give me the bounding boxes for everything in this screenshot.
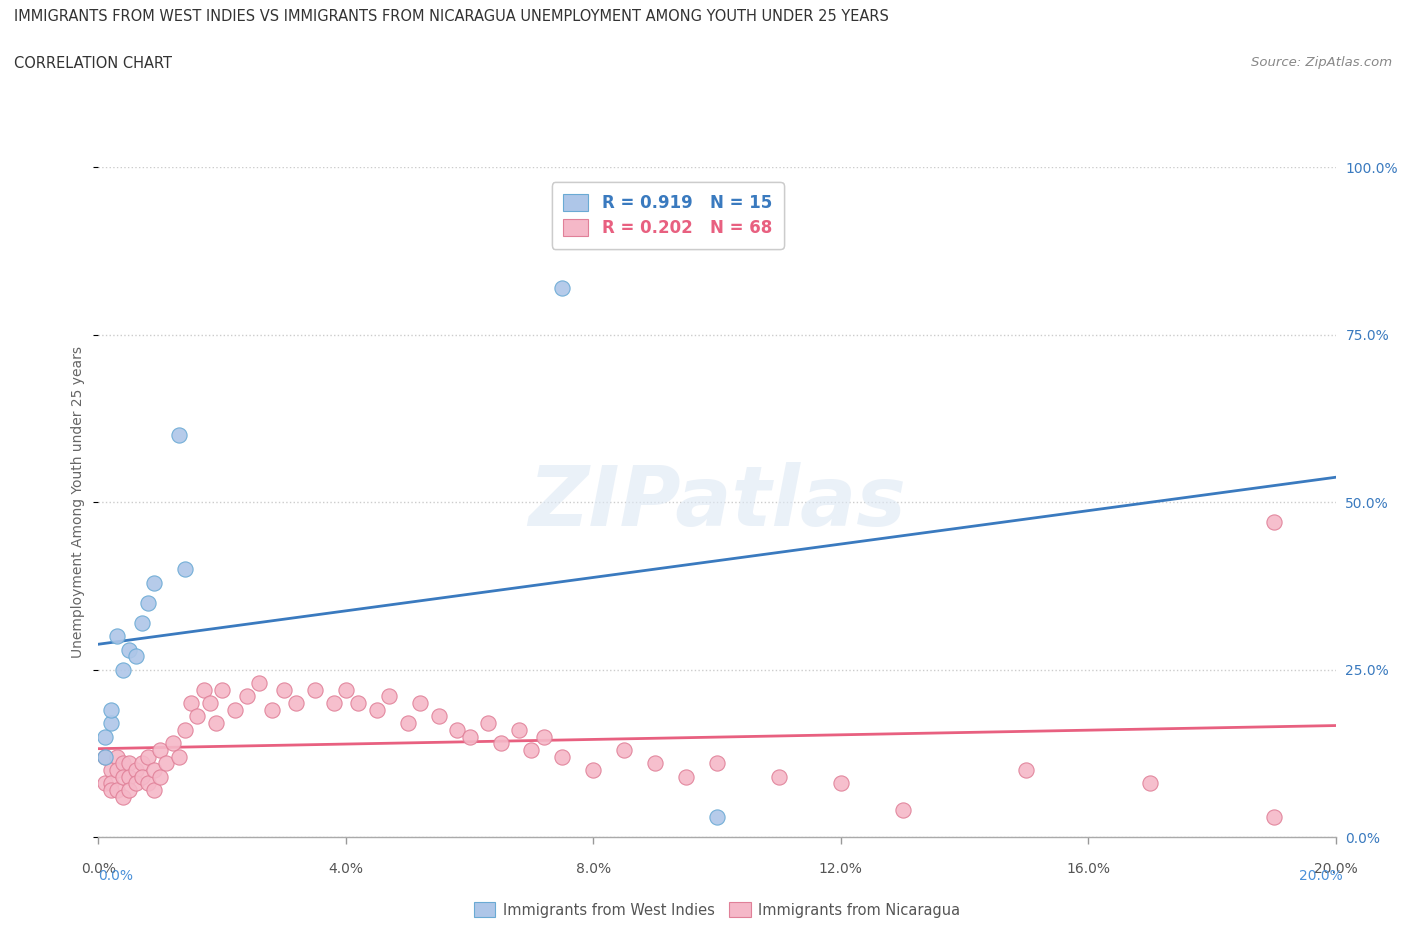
Point [477,716,499,731]
Point [613,742,636,757]
Point [551,281,574,296]
Text: 0.0%: 0.0% [98,869,134,883]
Point [100,763,122,777]
Point [100,783,122,798]
Point [131,756,153,771]
Point [162,736,184,751]
Point [136,595,159,610]
Point [105,750,128,764]
Point [174,723,197,737]
Point [446,723,468,737]
Point [1263,515,1285,530]
Point [124,763,146,777]
Point [675,769,697,784]
Point [285,696,308,711]
Point [322,696,344,711]
Text: 16.0%: 16.0% [1066,862,1111,876]
Point [236,689,259,704]
Point [706,809,728,824]
Point [155,756,177,771]
Point [224,702,246,717]
Point [247,675,270,690]
Point [100,776,122,790]
Point [520,742,543,757]
Point [273,683,295,698]
Point [768,769,790,784]
Point [180,696,202,711]
Point [198,696,221,711]
Point [427,709,450,724]
Point [131,769,153,784]
Point [118,642,141,657]
Point [706,756,728,771]
Point [489,736,512,751]
Point [458,729,481,744]
Text: IMMIGRANTS FROM WEST INDIES VS IMMIGRANTS FROM NICARAGUA UNEMPLOYMENT AMONG YOUT: IMMIGRANTS FROM WEST INDIES VS IMMIGRANT… [14,9,889,24]
Point [93,776,115,790]
Point [112,756,135,771]
Point [335,683,357,698]
Point [174,562,197,577]
Point [508,723,530,737]
Text: 8.0%: 8.0% [576,862,610,876]
Point [1263,809,1285,824]
Point [366,702,388,717]
Point [143,783,166,798]
Point [136,776,159,790]
Point [1015,763,1038,777]
Text: 20.0%: 20.0% [1313,862,1358,876]
Text: CORRELATION CHART: CORRELATION CHART [14,56,172,71]
Point [891,803,914,817]
Point [136,750,159,764]
Text: 0.0%: 0.0% [82,862,115,876]
Point [149,769,172,784]
Point [118,769,141,784]
Point [100,702,122,717]
Point [304,683,326,698]
Point [131,616,153,631]
Point [582,763,605,777]
Point [533,729,555,744]
Point [124,649,146,664]
Point [118,756,141,771]
Point [260,702,283,717]
Text: 20.0%: 20.0% [1299,869,1343,883]
Point [205,716,228,731]
Point [551,750,574,764]
Point [149,742,172,757]
Point [112,790,135,804]
Point [93,750,115,764]
Text: Source: ZipAtlas.com: Source: ZipAtlas.com [1251,56,1392,69]
Point [118,783,141,798]
Point [143,575,166,590]
Point [143,763,166,777]
Point [124,776,146,790]
Point [1139,776,1161,790]
Point [93,750,115,764]
Point [378,689,401,704]
Point [193,683,215,698]
Point [830,776,852,790]
Point [186,709,208,724]
Point [644,756,666,771]
Point [396,716,419,731]
Legend: Immigrants from West Indies, Immigrants from Nicaragua: Immigrants from West Indies, Immigrants … [468,897,966,923]
Point [211,683,233,698]
Point [100,716,122,731]
Point [167,750,190,764]
Point [167,428,190,443]
Point [93,729,115,744]
Point [105,629,128,644]
Text: ZIPatlas: ZIPatlas [529,461,905,543]
Point [112,769,135,784]
Point [105,783,128,798]
Point [112,662,135,677]
Text: 4.0%: 4.0% [329,862,363,876]
Point [105,763,128,777]
Point [347,696,370,711]
Text: 12.0%: 12.0% [818,862,863,876]
Y-axis label: Unemployment Among Youth under 25 years: Unemployment Among Youth under 25 years [70,346,84,658]
Point [409,696,432,711]
